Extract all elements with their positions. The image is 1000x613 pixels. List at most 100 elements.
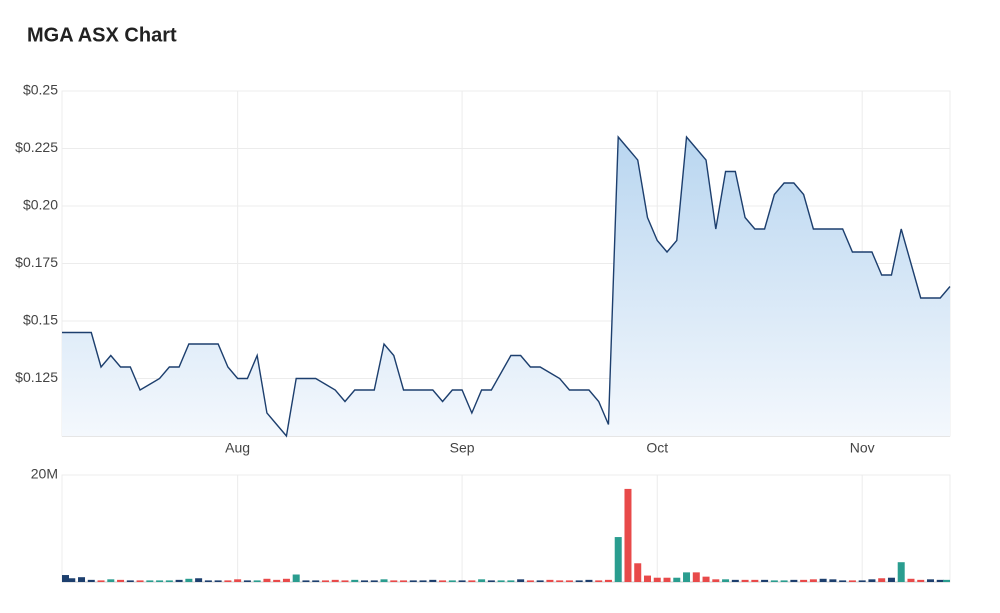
volume-bar xyxy=(887,577,895,582)
volume-bar xyxy=(409,580,417,582)
volume-bar xyxy=(761,579,769,582)
y-tick-label: $0.125 xyxy=(15,369,58,385)
volume-bar xyxy=(146,580,154,582)
volume-bar xyxy=(917,579,925,582)
volume-bar xyxy=(819,578,827,582)
volume-bar xyxy=(448,580,456,582)
volume-bar xyxy=(634,563,642,582)
volume-bar xyxy=(643,575,651,582)
volume-bar xyxy=(439,580,447,582)
volume-bar xyxy=(546,579,554,582)
x-tick-label: Aug xyxy=(225,440,250,456)
x-tick-label: Nov xyxy=(850,440,875,456)
volume-bar xyxy=(302,580,310,582)
volume-bar xyxy=(234,579,242,582)
volume-bar xyxy=(692,572,700,582)
volume-bar xyxy=(673,577,681,582)
volume-bar xyxy=(253,580,261,582)
volume-bar xyxy=(185,578,193,582)
volume-bar xyxy=(731,579,739,582)
volume-bar xyxy=(351,579,359,582)
volume-bar xyxy=(614,537,622,582)
volume-bar xyxy=(370,580,378,582)
volume-bar xyxy=(97,580,105,582)
volume-bar xyxy=(292,574,300,582)
volume-bar xyxy=(380,579,388,582)
volume-bar xyxy=(117,579,125,582)
volume-bar xyxy=(507,580,515,582)
volume-bar xyxy=(68,578,76,582)
y-tick-label: 20M xyxy=(31,466,58,482)
volume-bar xyxy=(526,580,534,582)
y-tick-label: $0.225 xyxy=(15,139,58,155)
volume-bar xyxy=(243,580,251,582)
volume-bar xyxy=(868,579,876,582)
volume-bar xyxy=(585,579,593,582)
volume-bar xyxy=(214,580,222,582)
volume-bar xyxy=(790,579,798,582)
volume-bar xyxy=(312,580,320,582)
area xyxy=(62,137,950,436)
volume-bar xyxy=(341,580,349,582)
volume-bar xyxy=(282,578,290,582)
volume-bar xyxy=(175,579,183,582)
price-line xyxy=(62,135,951,438)
volume-bar xyxy=(390,580,398,582)
volume-bar xyxy=(556,580,564,582)
volume-bar xyxy=(361,580,369,582)
volume-bar xyxy=(741,579,749,582)
volume-bar xyxy=(702,576,710,582)
volume-bar xyxy=(839,580,847,582)
y-tick-label: $0.175 xyxy=(15,254,58,270)
volume-bar xyxy=(663,577,671,582)
volume-bar xyxy=(419,580,427,582)
volume-bar xyxy=(263,578,271,582)
x-tick-label: Oct xyxy=(646,440,668,456)
volume-bar xyxy=(624,488,632,582)
volume-bar xyxy=(400,580,408,582)
volume-bar xyxy=(829,579,837,582)
volume-bar xyxy=(907,578,915,582)
volume-bar xyxy=(204,580,212,582)
volume-bar xyxy=(165,580,173,582)
volume-bar xyxy=(751,579,759,582)
volume-bar xyxy=(487,580,495,582)
volume-bar xyxy=(936,579,944,582)
x-tick-label: Sep xyxy=(450,440,475,456)
volume-bar xyxy=(224,580,232,582)
volume-bar xyxy=(897,562,905,582)
volume-bar xyxy=(536,580,544,582)
volume-bar xyxy=(331,579,339,582)
volume-bar xyxy=(565,580,573,582)
y-tick-label: $0.20 xyxy=(23,197,58,213)
volume-bar xyxy=(858,580,866,582)
volume-bar xyxy=(722,579,730,582)
volume-bar xyxy=(78,577,86,582)
volume-bar xyxy=(595,580,603,582)
volume-bar xyxy=(780,580,788,582)
volume-bar xyxy=(458,580,466,582)
volume-bar xyxy=(273,579,281,582)
volume-bar xyxy=(770,580,778,582)
volume-bar xyxy=(87,579,95,582)
volume-bar xyxy=(712,579,720,582)
volume-bar xyxy=(517,579,525,582)
volume-bar xyxy=(126,580,134,582)
y-tick-label: $0.15 xyxy=(23,312,58,328)
volume-bar xyxy=(107,579,115,582)
plot-frame xyxy=(61,474,951,583)
volume-bar xyxy=(604,579,612,582)
volume-bar xyxy=(478,579,486,582)
volume-bar xyxy=(136,580,144,582)
volume-bar xyxy=(809,579,817,582)
y-tick-label: $0.25 xyxy=(23,82,58,98)
volume-bar xyxy=(62,575,69,582)
volume-bar xyxy=(195,578,203,582)
volume-bar xyxy=(800,579,808,582)
volume-bar xyxy=(683,572,691,582)
volume-bar xyxy=(943,579,950,582)
volume-bar xyxy=(653,577,661,582)
volume-bar xyxy=(848,580,856,582)
volume-bar xyxy=(468,580,476,582)
